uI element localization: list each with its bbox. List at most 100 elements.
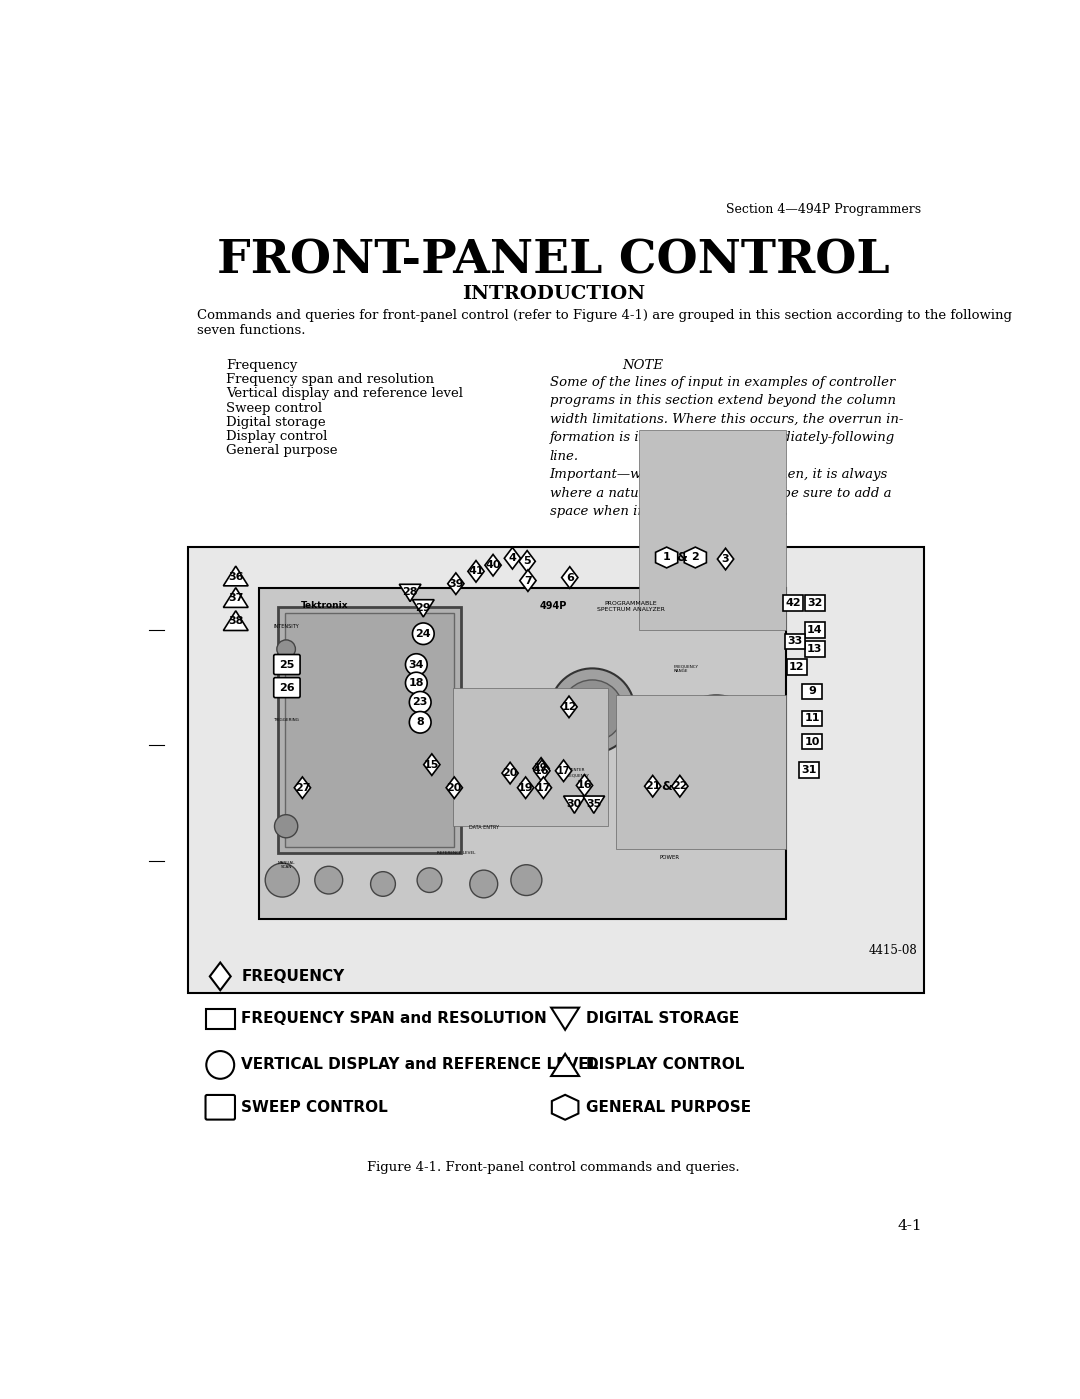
Text: 21: 21 [645,781,661,792]
Text: 10: 10 [805,736,820,747]
Text: DIGITAL STORAGE: DIGITAL STORAGE [586,1011,740,1027]
FancyBboxPatch shape [273,677,300,698]
Text: 42: 42 [785,597,800,609]
Text: FRONT-PANEL CONTROL: FRONT-PANEL CONTROL [217,238,890,283]
Ellipse shape [409,712,431,733]
Text: PROGRAMMABLE
SPECTRUM ANALYZER: PROGRAMMABLE SPECTRUM ANALYZER [597,602,665,613]
Polygon shape [485,554,501,576]
Text: 12: 12 [789,662,805,672]
Circle shape [681,706,751,776]
Text: 8: 8 [416,718,424,727]
Polygon shape [448,574,464,595]
Circle shape [470,870,498,898]
Text: 20: 20 [502,768,517,778]
Circle shape [370,872,395,897]
Circle shape [266,863,299,897]
Text: 13: 13 [807,644,822,655]
Polygon shape [562,567,578,589]
Text: 17: 17 [557,765,570,776]
Polygon shape [502,762,518,783]
Text: 4: 4 [509,553,516,564]
Polygon shape [413,600,434,617]
Bar [453,688,608,827]
Bar [805,623,825,638]
Text: Frequency: Frequency [227,358,298,372]
Text: Sweep control: Sweep control [227,402,323,414]
Polygon shape [517,776,534,799]
Text: 34: 34 [408,659,424,670]
Polygon shape [519,551,536,572]
Polygon shape [555,760,571,782]
Polygon shape [717,548,733,569]
Text: SWEEP CONTROL: SWEEP CONTROL [241,1100,388,1115]
Polygon shape [210,963,231,990]
Bar [805,641,825,656]
Bar [638,429,786,630]
Text: FREQUENCY
RANGE: FREQUENCY RANGE [674,665,699,673]
Bar [786,659,807,674]
Polygon shape [534,760,550,782]
Text: 16: 16 [577,781,592,790]
Text: INTENSITY: INTENSITY [273,624,299,630]
Text: 17: 17 [536,782,551,793]
Text: FREQUENCY SPAN and RESOLUTION: FREQUENCY SPAN and RESOLUTION [241,1011,546,1027]
Bar [279,607,460,853]
Text: 16: 16 [535,765,550,776]
FancyBboxPatch shape [205,1095,235,1119]
Polygon shape [577,775,593,796]
Text: 12: 12 [562,702,577,712]
Circle shape [314,866,342,894]
Text: 35: 35 [586,799,602,809]
Circle shape [562,680,623,741]
Polygon shape [468,561,484,582]
Text: 31: 31 [801,765,816,775]
Text: 19: 19 [535,764,548,774]
Polygon shape [400,585,421,602]
Ellipse shape [405,673,428,694]
Polygon shape [536,776,552,799]
Text: Digital storage: Digital storage [227,416,326,429]
Text: 6: 6 [566,572,573,582]
Text: 37: 37 [228,593,243,603]
Ellipse shape [206,1051,234,1079]
Text: 494P: 494P [540,602,567,611]
Text: 2: 2 [691,553,699,562]
Circle shape [511,865,542,895]
Text: Tektronix: Tektronix [301,602,349,610]
Text: 33: 33 [787,637,802,646]
Text: 14: 14 [807,625,823,635]
Text: Vertical display and reference level: Vertical display and reference level [227,388,463,400]
Text: MANUAL
SCAN: MANUAL SCAN [278,860,295,870]
Polygon shape [583,796,605,813]
Text: 15: 15 [424,760,440,769]
Bar [802,711,823,726]
Ellipse shape [409,691,431,713]
Text: 38: 38 [228,616,243,627]
Text: Important—whenever a line is broken, it is always
where a natural space occurs. : Important—whenever a line is broken, it … [550,469,891,518]
Text: 40: 40 [485,560,501,571]
Text: Section 4—494P Programmers: Section 4—494P Programmers [727,203,921,215]
Polygon shape [551,1007,579,1030]
Text: DATA ENTRY: DATA ENTRY [469,824,499,830]
Circle shape [417,867,442,893]
Text: 4-1: 4-1 [897,1219,921,1233]
Text: 20: 20 [447,782,462,793]
Text: Frequency span and resolution: Frequency span and resolution [227,374,434,386]
Polygon shape [552,1095,579,1119]
Text: 1: 1 [663,553,671,562]
Polygon shape [224,588,248,607]
Polygon shape [564,796,585,813]
Text: 30: 30 [567,799,582,809]
Ellipse shape [413,623,434,645]
Text: 32: 32 [807,597,822,609]
Text: GENERAL PURPOSE: GENERAL PURPOSE [586,1100,752,1115]
Text: 18: 18 [408,679,424,688]
Polygon shape [685,547,706,568]
Text: 41: 41 [469,567,484,576]
Polygon shape [532,758,550,779]
Polygon shape [645,775,661,797]
Bar [802,734,823,750]
Text: 19: 19 [517,782,534,793]
Text: 5: 5 [524,557,531,567]
Bar [785,634,806,649]
